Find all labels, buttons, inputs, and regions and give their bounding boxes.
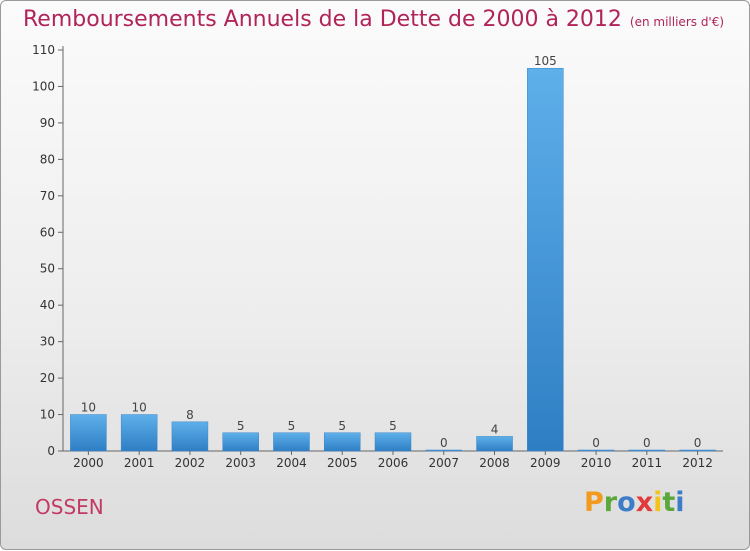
x-tick-label: 2009 [530,456,561,470]
y-tick-label: 80 [40,152,55,166]
bar [527,67,564,452]
bar-value-label: 105 [534,54,557,68]
bar-value-label: 10 [132,401,147,415]
y-tick-label: 110 [32,43,55,57]
bar-value-label: 10 [81,401,96,415]
bar-value-label: 0 [592,436,600,450]
title-unit: (en milliers d'€) [629,15,725,29]
x-tick-label: 2003 [225,456,256,470]
bar [374,432,412,452]
bar-value-label: 5 [237,419,245,433]
commune-name: OSSEN [35,495,104,519]
logo-letter: o [617,487,636,518]
bar-value-label: 0 [643,436,651,450]
bar [273,432,310,452]
logo-letter: t [662,487,676,518]
x-tick-label: 2000 [73,456,104,470]
logo-letter: x [635,487,654,518]
chart-title: Remboursements Annuels de la Dette de 20… [23,7,724,32]
bar-value-label: 0 [440,436,448,450]
logo-letter: P [584,487,604,518]
bar-value-label: 0 [694,436,702,450]
x-tick-label: 2012 [682,456,713,470]
bar-value-label: 5 [389,419,397,433]
bar-value-label: 5 [338,419,346,433]
logo-letter: r [603,487,618,518]
x-tick-label: 2005 [327,456,358,470]
y-tick-label: 40 [40,298,55,312]
x-tick-label: 2004 [276,456,307,470]
bar [679,449,716,452]
y-tick-label: 60 [40,225,55,239]
bar [628,449,666,452]
bar [222,432,259,452]
bar [120,414,158,452]
logo-letter: i [653,487,663,518]
title-main: Remboursements Annuels de la Dette de 20… [23,7,622,32]
bar [70,414,107,452]
bar [476,436,513,452]
x-tick-label: 2008 [479,456,510,470]
proxiti-logo: Proxiti [584,487,685,518]
y-tick-label: 70 [40,189,55,203]
bar-value-label: 4 [491,422,499,436]
bar-value-label: 8 [186,408,194,422]
y-tick-label: 90 [40,116,55,130]
x-tick-label: 2002 [175,456,206,470]
x-tick-label: 2010 [581,456,612,470]
bar [577,449,615,452]
bar [323,432,361,452]
x-tick-label: 2001 [124,456,155,470]
bar [171,421,209,452]
bar [425,449,463,452]
logo-letter: i [675,487,685,518]
y-tick-label: 50 [40,262,55,276]
y-tick-label: 30 [40,335,55,349]
y-tick-label: 100 [32,79,55,93]
bar-value-label: 5 [288,419,296,433]
y-tick-label: 0 [47,444,55,458]
x-tick-label: 2007 [428,456,459,470]
y-tick-label: 20 [40,371,55,385]
y-tick-label: 10 [40,408,55,422]
x-tick-label: 2006 [378,456,409,470]
x-tick-label: 2011 [632,456,663,470]
